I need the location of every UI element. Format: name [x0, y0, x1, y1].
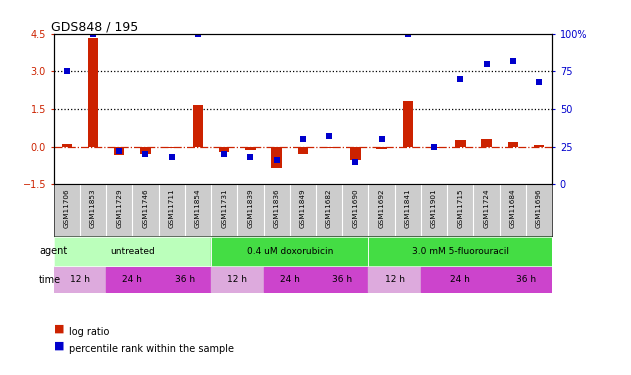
Text: 36 h: 36 h: [175, 275, 195, 284]
Bar: [369, 267, 421, 292]
Text: 24 h: 24 h: [122, 275, 142, 284]
Text: 12 h: 12 h: [385, 275, 404, 284]
Bar: [54, 267, 106, 292]
Bar: [350, 147, 360, 160]
Bar: [158, 267, 211, 292]
Text: untreated: untreated: [110, 247, 155, 256]
Bar: [316, 267, 369, 292]
Bar: [211, 237, 369, 266]
Bar: [376, 147, 387, 148]
Bar: [88, 38, 98, 147]
Text: 12 h: 12 h: [227, 275, 247, 284]
Bar: [140, 147, 151, 154]
Bar: [264, 267, 316, 292]
Text: GSM11731: GSM11731: [221, 188, 227, 228]
Bar: [298, 147, 308, 154]
Text: agent: agent: [39, 246, 68, 256]
Text: GSM11729: GSM11729: [116, 188, 122, 228]
Bar: [421, 267, 500, 292]
Text: time: time: [39, 274, 61, 285]
Text: GSM11684: GSM11684: [510, 188, 516, 228]
Bar: [192, 105, 203, 147]
Text: GSM11711: GSM11711: [168, 188, 175, 228]
Bar: [369, 237, 552, 266]
Text: GSM11841: GSM11841: [405, 188, 411, 228]
Text: GSM11692: GSM11692: [379, 188, 384, 228]
Text: GSM11853: GSM11853: [90, 188, 96, 228]
Bar: [61, 144, 72, 147]
Bar: [245, 147, 256, 150]
Text: 0.4 uM doxorubicin: 0.4 uM doxorubicin: [247, 247, 333, 256]
Text: GSM11682: GSM11682: [326, 188, 332, 228]
Bar: [54, 237, 211, 266]
Text: percentile rank within the sample: percentile rank within the sample: [69, 344, 234, 354]
Text: 12 h: 12 h: [70, 275, 90, 284]
Bar: [114, 147, 124, 156]
Text: GSM11706: GSM11706: [64, 188, 70, 228]
Text: GSM11696: GSM11696: [536, 188, 542, 228]
Bar: [211, 237, 369, 266]
Text: GSM11901: GSM11901: [431, 188, 437, 228]
Bar: [534, 146, 545, 147]
Bar: [500, 267, 552, 292]
Text: GSM11849: GSM11849: [300, 188, 306, 228]
Text: 36 h: 36 h: [332, 275, 352, 284]
Bar: [211, 267, 264, 292]
Bar: [271, 147, 282, 168]
Bar: [219, 147, 230, 152]
Bar: [507, 142, 518, 147]
Bar: [167, 147, 177, 148]
Bar: [369, 237, 552, 266]
Bar: [54, 237, 211, 266]
Text: GSM11746: GSM11746: [143, 188, 148, 228]
Text: 24 h: 24 h: [280, 275, 300, 284]
Bar: [324, 147, 334, 148]
Text: GSM11724: GSM11724: [483, 188, 490, 228]
Text: GSM11690: GSM11690: [352, 188, 358, 228]
Bar: [429, 147, 439, 148]
Text: 3.0 mM 5-fluorouracil: 3.0 mM 5-fluorouracil: [412, 247, 509, 256]
Bar: [481, 139, 492, 147]
Text: 24 h: 24 h: [451, 275, 470, 284]
Text: GSM11715: GSM11715: [457, 188, 463, 228]
Text: GSM11836: GSM11836: [274, 188, 280, 228]
Text: 36 h: 36 h: [516, 275, 536, 284]
Text: GSM11854: GSM11854: [195, 188, 201, 228]
Text: log ratio: log ratio: [69, 327, 110, 337]
Text: ■: ■: [54, 341, 64, 351]
Text: ■: ■: [54, 324, 64, 334]
Text: GDS848 / 195: GDS848 / 195: [51, 21, 138, 34]
Bar: [106, 267, 158, 292]
Bar: [455, 140, 466, 147]
Text: GSM11839: GSM11839: [247, 188, 254, 228]
Bar: [403, 102, 413, 147]
